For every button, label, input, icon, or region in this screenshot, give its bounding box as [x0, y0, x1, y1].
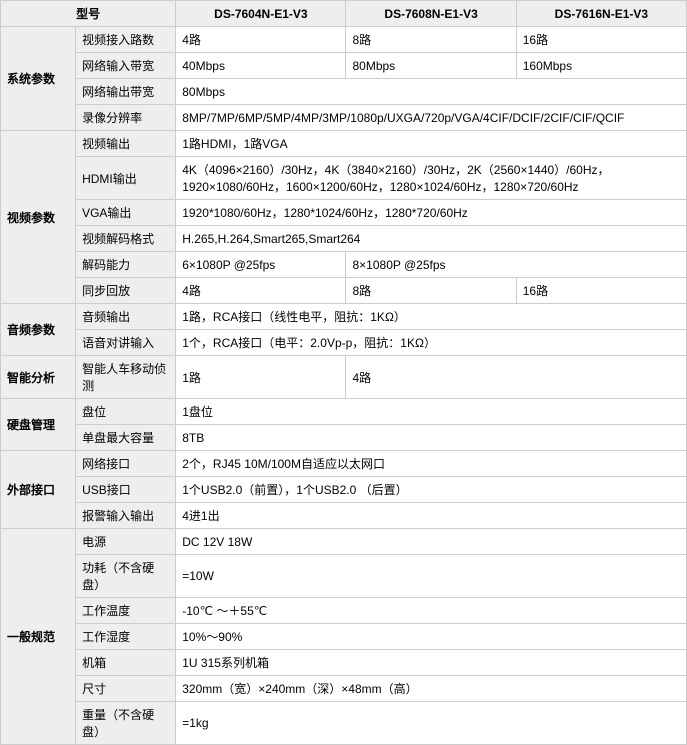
cell: 1盘位: [176, 399, 687, 425]
cat-smart: 智能分析: [1, 356, 76, 399]
cat-audio: 音频参数: [1, 304, 76, 356]
param-label: 报警输入输出: [76, 503, 176, 529]
cell: 80Mbps: [346, 53, 516, 79]
cell: 10%～90%: [176, 624, 687, 650]
cat-hdd: 硬盘管理: [1, 399, 76, 451]
cell: 4进1出: [176, 503, 687, 529]
param-label: 语音对讲输入: [76, 330, 176, 356]
cell: 8MP/7MP/6MP/5MP/4MP/3MP/1080p/UXGA/720p/…: [176, 105, 687, 131]
param-label: 解码能力: [76, 252, 176, 278]
cell: =1kg: [176, 702, 687, 745]
param-label: 录像分辨率: [76, 105, 176, 131]
cell: 1U 315系列机箱: [176, 650, 687, 676]
cat-video: 视频参数: [1, 131, 76, 304]
cell: 6×1080P @25fps: [176, 252, 346, 278]
header-m1: DS-7604N-E1-V3: [176, 1, 346, 27]
spec-table: 型号 DS-7604N-E1-V3 DS-7608N-E1-V3 DS-7616…: [0, 0, 687, 745]
header-m2: DS-7608N-E1-V3: [346, 1, 516, 27]
cell: 4K（4096×2160）/30Hz，4K（3840×2160）/30Hz，2K…: [176, 157, 687, 200]
cat-ext: 外部接口: [1, 451, 76, 529]
param-label: 网络输出带宽: [76, 79, 176, 105]
param-label: 单盘最大容量: [76, 425, 176, 451]
cat-gen: 一般规范: [1, 529, 76, 745]
cell: 1路HDMI，1路VGA: [176, 131, 687, 157]
cell: =10W: [176, 555, 687, 598]
cell: 8路: [346, 27, 516, 53]
param-label: 视频输出: [76, 131, 176, 157]
param-label: 重量（不含硬盘）: [76, 702, 176, 745]
cell: 16路: [516, 278, 686, 304]
param-label: 电源: [76, 529, 176, 555]
cell: 8×1080P @25fps: [346, 252, 687, 278]
param-label: 视频接入路数: [76, 27, 176, 53]
header-model: 型号: [1, 1, 176, 27]
param-label: 尺寸: [76, 676, 176, 702]
cell: 2个，RJ45 10M/100M自适应以太网口: [176, 451, 687, 477]
cell: 1个，RCA接口（电平：2.0Vp-p，阻抗：1KΩ）: [176, 330, 687, 356]
cat-sys: 系统参数: [1, 27, 76, 131]
param-label: 网络接口: [76, 451, 176, 477]
cell: 4路: [176, 278, 346, 304]
param-label: 音频输出: [76, 304, 176, 330]
cell: 1路: [176, 356, 346, 399]
param-label: 功耗（不含硬盘）: [76, 555, 176, 598]
header-m3: DS-7616N-E1-V3: [516, 1, 686, 27]
cell: 1920*1080/60Hz，1280*1024/60Hz，1280*720/6…: [176, 200, 687, 226]
cell: 40Mbps: [176, 53, 346, 79]
param-label: 同步回放: [76, 278, 176, 304]
param-label: USB接口: [76, 477, 176, 503]
cell: 160Mbps: [516, 53, 686, 79]
param-label: 工作温度: [76, 598, 176, 624]
param-label: HDMI输出: [76, 157, 176, 200]
cell: H.265,H.264,Smart265,Smart264: [176, 226, 687, 252]
cell: 80Mbps: [176, 79, 687, 105]
param-label: 盘位: [76, 399, 176, 425]
cell: 8TB: [176, 425, 687, 451]
cell: 16路: [516, 27, 686, 53]
cell: 1个USB2.0（前置），1个USB2.0 （后置）: [176, 477, 687, 503]
param-label: 网络输入带宽: [76, 53, 176, 79]
cell: 320mm（宽）×240mm（深）×48mm（高）: [176, 676, 687, 702]
cell: DC 12V 18W: [176, 529, 687, 555]
cell: -10℃ ～＋55℃: [176, 598, 687, 624]
param-label: 视频解码格式: [76, 226, 176, 252]
cell: 4路: [176, 27, 346, 53]
param-label: VGA输出: [76, 200, 176, 226]
cell: 8路: [346, 278, 516, 304]
cell: 1路，RCA接口（线性电平，阻抗：1KΩ）: [176, 304, 687, 330]
param-label: 机箱: [76, 650, 176, 676]
param-label: 工作湿度: [76, 624, 176, 650]
param-label: 智能人车移动侦测: [76, 356, 176, 399]
cell: 4路: [346, 356, 687, 399]
